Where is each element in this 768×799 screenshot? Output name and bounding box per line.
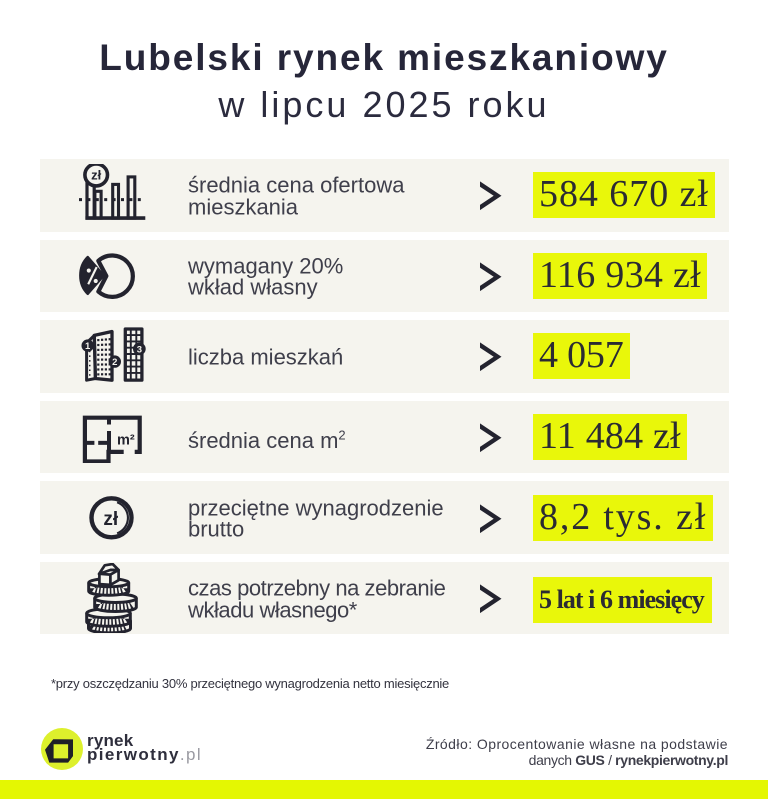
svg-text:zł: zł [103,508,119,529]
svg-text:3: 3 [136,345,141,356]
svg-text:1: 1 [85,341,91,352]
svg-text:2: 2 [112,357,117,368]
svg-text:m²: m² [117,433,135,449]
svg-text:zł: zł [91,168,102,183]
